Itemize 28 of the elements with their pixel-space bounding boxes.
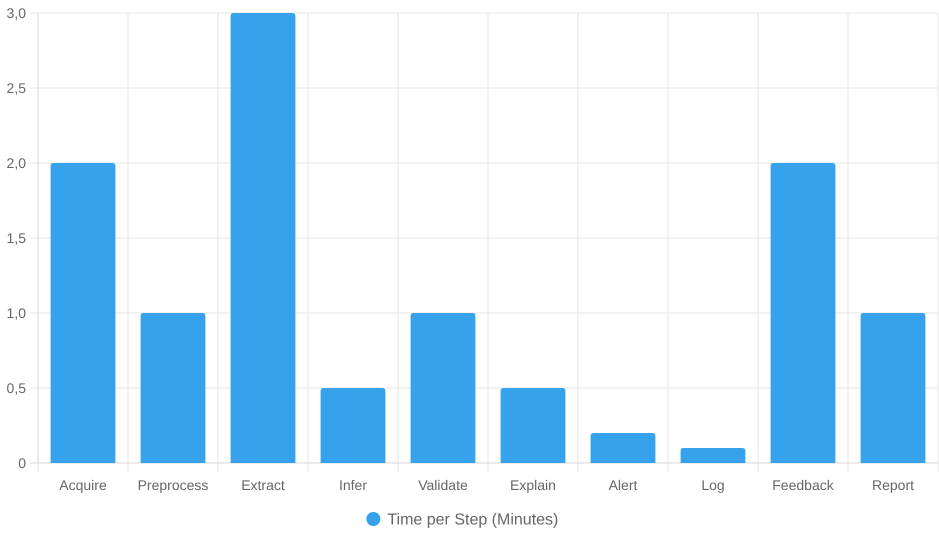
x-tick-label: Explain [510,477,556,493]
bar [320,388,386,463]
x-tick-label: Log [701,477,725,493]
x-tick-label: Validate [418,477,468,493]
bar [500,388,566,463]
bar [230,13,296,463]
y-tick-label: 1,5 [6,230,26,246]
legend-label: Time per Step (Minutes) [387,512,558,529]
y-tick-label: 0 [18,454,26,471]
bar [140,313,206,463]
x-tick-label: Extract [241,477,285,493]
x-tick-label: Acquire [59,477,107,493]
bar [50,163,116,463]
x-tick-label: Infer [338,477,368,493]
y-tick-label: 2,0 [6,154,26,171]
x-tick-label: Report [872,477,914,493]
bar [590,433,656,463]
bar [770,163,836,463]
x-tick-label: Preprocess [138,477,208,493]
bar [860,313,926,463]
x-tick-label: Alert [608,477,638,493]
bar [680,448,746,463]
y-tick-label: 3,0 [6,4,26,21]
bar [410,313,476,463]
x-tick-label: Feedback [772,477,835,493]
y-tick-label: 0,5 [6,380,26,396]
y-tick-label: 2,5 [6,80,26,96]
y-tick-label: 1,0 [6,304,26,321]
